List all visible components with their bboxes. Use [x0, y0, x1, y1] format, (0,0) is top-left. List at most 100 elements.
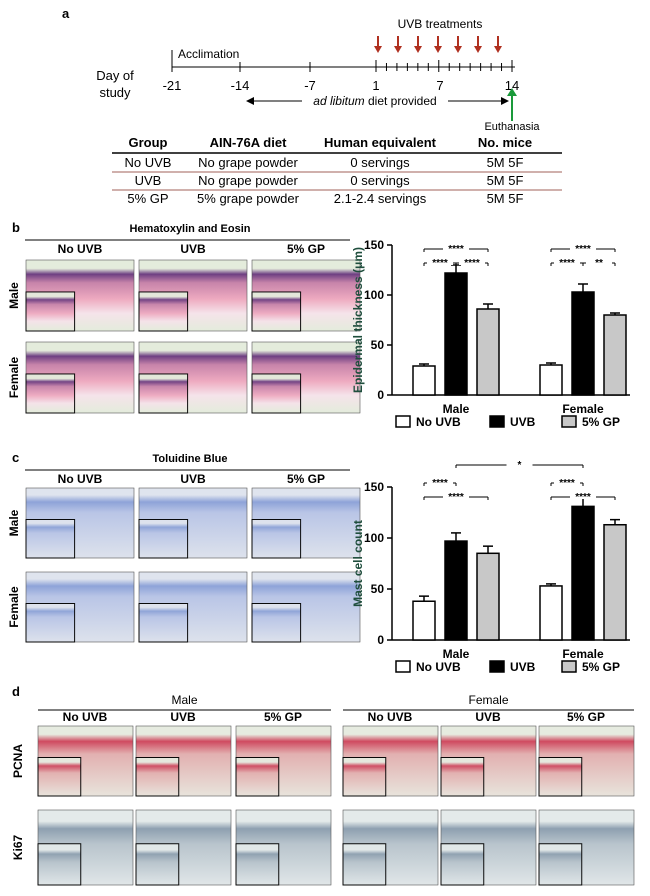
bar [603, 523, 627, 641]
row-label: Female [7, 356, 21, 398]
row-label: Male [7, 509, 21, 536]
table-cell: 2.1-2.4 servings [334, 191, 427, 206]
acclimation-label: Acclimation [178, 47, 239, 61]
panel-a: a Day of study -21 -14 -7 1 7 14 Acclima… [62, 6, 562, 206]
table-cell: 5M 5F [487, 173, 524, 188]
arrow-head [374, 46, 382, 53]
significance-label: **** [559, 478, 575, 489]
label-bg [506, 459, 533, 467]
y-tick-label: 150 [364, 480, 384, 494]
axis-label: study [99, 85, 131, 100]
micrograph-inset [440, 757, 485, 797]
bar [571, 505, 595, 641]
bar [603, 314, 627, 396]
legend-swatch [561, 415, 577, 428]
label-bg [554, 257, 580, 265]
column-header: 5% GP [264, 710, 302, 724]
panel-label: d [12, 684, 20, 699]
column-header: No UVB [58, 242, 103, 256]
arrow-head [414, 46, 422, 53]
y-axis-label: Epidermal thickness (μm) [351, 247, 365, 393]
x-tick-label: Male [443, 402, 470, 416]
bar [444, 540, 468, 641]
column-header: UVB [170, 710, 196, 724]
micrograph-inset [37, 843, 82, 886]
micrograph-inset [25, 519, 76, 559]
euthanasia-label: Euthanasia [484, 121, 540, 133]
micrograph-inset [251, 291, 302, 332]
arrow-head [434, 46, 442, 53]
label-bg [443, 491, 469, 499]
significance-label: * [518, 460, 522, 471]
micrograph-inset [138, 291, 189, 332]
y-tick-label: 50 [371, 582, 385, 596]
group-label: Female [468, 693, 508, 707]
micrograph-inset [235, 757, 280, 797]
table-cell: No grape powder [198, 155, 298, 170]
table-header: AIN-76A diet [210, 135, 287, 150]
legend-label: No UVB [416, 415, 461, 429]
y-tick-label: 50 [371, 338, 385, 352]
legend-swatch [561, 660, 577, 673]
legend-swatch [395, 660, 411, 673]
micrograph-inset [37, 757, 82, 797]
micrograph-inset [251, 373, 302, 414]
significance-label: **** [575, 492, 591, 503]
significance-label: **** [432, 478, 448, 489]
label-bg [427, 257, 453, 265]
significance-label: **** [448, 244, 464, 255]
table-header: Group [129, 135, 168, 150]
table-header: Human equivalent [324, 135, 437, 150]
table-cell: UVB [135, 173, 162, 188]
micrograph-inset [342, 757, 387, 797]
table-cell: 0 servings [350, 173, 410, 188]
arrow-head [246, 97, 254, 105]
legend-label: 5% GP [582, 415, 620, 429]
diet-label: ad libitum diet provided [313, 94, 436, 108]
row-label: PCNA [11, 744, 25, 778]
micrograph-inset [138, 603, 189, 643]
significance-label: **** [448, 492, 464, 503]
table-cell: No grape powder [198, 173, 298, 188]
table-cell: No UVB [125, 155, 172, 170]
arrow-head [394, 46, 402, 53]
micrograph-inset [342, 843, 387, 886]
y-tick-label: 100 [364, 531, 384, 545]
row-label: Female [7, 586, 21, 628]
label-bg [427, 477, 453, 485]
column-header: No UVB [58, 472, 103, 486]
table-cell: 5M 5F [487, 191, 524, 206]
micrograph-inset [25, 603, 76, 643]
arrow-head [494, 46, 502, 53]
bar [412, 600, 436, 641]
legend-label: No UVB [416, 660, 461, 674]
micrograph-inset [251, 603, 302, 643]
row-label: Male [7, 282, 21, 309]
x-tick-label: Female [562, 402, 604, 416]
micrograph-inset [135, 843, 180, 886]
tick-label: 7 [436, 78, 443, 93]
micrograph-inset [538, 757, 583, 797]
micrograph-inset [440, 843, 485, 886]
table-cell: 5M 5F [487, 155, 524, 170]
tick-label: 1 [372, 78, 379, 93]
x-tick-label: Male [443, 647, 470, 661]
legend-label: UVB [510, 415, 536, 429]
column-header: 5% GP [567, 710, 605, 724]
table-cell: 5% grape powder [197, 191, 300, 206]
micrograph-inset [25, 373, 76, 414]
micrograph-inset [135, 757, 180, 797]
label-bg [570, 243, 596, 251]
label-bg [570, 491, 596, 499]
bar [571, 291, 595, 396]
significance-label: **** [559, 258, 575, 269]
arrow-head [474, 46, 482, 53]
significance-label: **** [464, 258, 480, 269]
column-header: No UVB [368, 710, 413, 724]
label-bg [443, 243, 469, 251]
legend-swatch [395, 415, 411, 428]
legend-swatch [489, 660, 505, 673]
micrograph-inset [251, 519, 302, 559]
table-cell: 0 servings [350, 155, 410, 170]
label-bg [586, 257, 612, 265]
